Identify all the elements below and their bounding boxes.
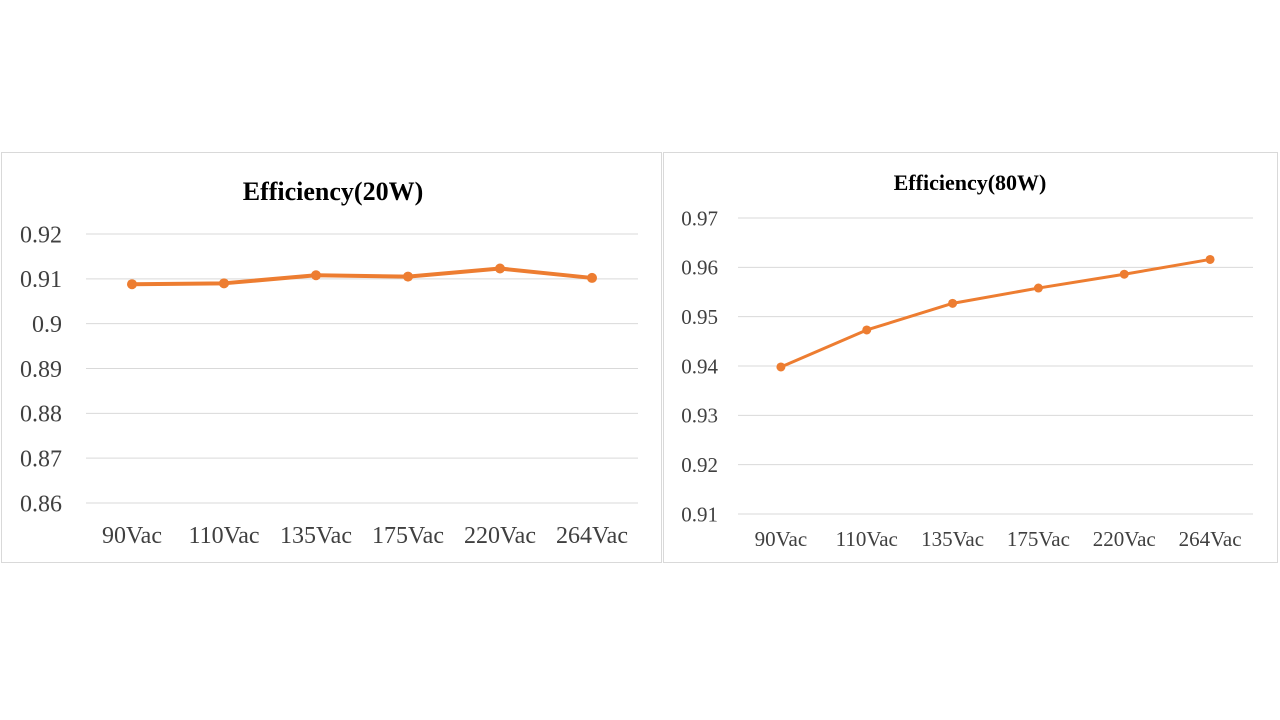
x-tick-label: 135Vac bbox=[921, 527, 984, 551]
data-point bbox=[587, 272, 597, 283]
x-tick-label: 135Vac bbox=[280, 523, 352, 549]
y-tick-label: 0.92 bbox=[681, 453, 718, 477]
y-tick-label: 0.91 bbox=[681, 502, 718, 526]
data-point bbox=[219, 278, 229, 289]
chart-title: Efficiency(20W) bbox=[243, 177, 424, 206]
chart-title: Efficiency(80W) bbox=[894, 170, 1047, 195]
efficiency-20w-chart: Efficiency(20W) 0.86 0.87 0.88 0.89 0.9 0.91 0… bbox=[20, 177, 638, 549]
x-tick-label: 90Vac bbox=[755, 527, 807, 551]
y-tick-label: 0.94 bbox=[681, 354, 718, 378]
y-tick-label: 0.91 bbox=[20, 267, 62, 293]
series-line bbox=[779, 257, 1212, 369]
y-tick-label: 0.92 bbox=[20, 222, 62, 248]
y-tick-label: 0.95 bbox=[681, 305, 718, 329]
data-point bbox=[311, 270, 321, 281]
data-point bbox=[495, 263, 505, 274]
x-tick-label: 110Vac bbox=[188, 523, 259, 549]
x-tick-label: 175Vac bbox=[372, 523, 444, 549]
x-tick-label: 220Vac bbox=[464, 523, 536, 549]
data-point bbox=[1033, 283, 1043, 293]
efficiency-20w-chart-panel: Efficiency(20W) 0.86 0.87 0.88 0.89 0.9 0.91 0… bbox=[1, 152, 662, 563]
y-tick-label: 0.9 bbox=[32, 312, 62, 338]
data-point bbox=[127, 279, 137, 290]
x-tick-label: 175Vac bbox=[1007, 527, 1070, 551]
series-line bbox=[130, 266, 594, 287]
y-tick-label: 0.93 bbox=[681, 404, 718, 428]
y-tick-label: 0.97 bbox=[681, 206, 718, 230]
x-tick-label: 220Vac bbox=[1093, 527, 1156, 551]
data-point bbox=[1119, 269, 1129, 279]
x-tick-label: 90Vac bbox=[102, 523, 162, 549]
data-point bbox=[862, 325, 872, 335]
efficiency-80w-chart-panel: Efficiency(80W) 0.91 0.92 0.93 0.94 0.95 0.96… bbox=[663, 152, 1278, 563]
data-point bbox=[948, 298, 958, 308]
data-point bbox=[1205, 254, 1215, 264]
y-tick-label: 0.88 bbox=[20, 402, 62, 428]
y-tick-label: 0.87 bbox=[20, 447, 62, 473]
data-point bbox=[403, 271, 413, 282]
x-tick-label: 264Vac bbox=[556, 523, 628, 549]
efficiency-80w-chart: Efficiency(80W) 0.91 0.92 0.93 0.94 0.95 0.96… bbox=[681, 170, 1253, 551]
y-tick-label: 0.96 bbox=[681, 256, 718, 280]
x-tick-label: 264Vac bbox=[1179, 527, 1242, 551]
y-tick-label: 0.86 bbox=[20, 491, 62, 517]
x-tick-label: 110Vac bbox=[836, 527, 898, 551]
data-point bbox=[776, 362, 786, 372]
y-tick-label: 0.89 bbox=[20, 357, 62, 383]
